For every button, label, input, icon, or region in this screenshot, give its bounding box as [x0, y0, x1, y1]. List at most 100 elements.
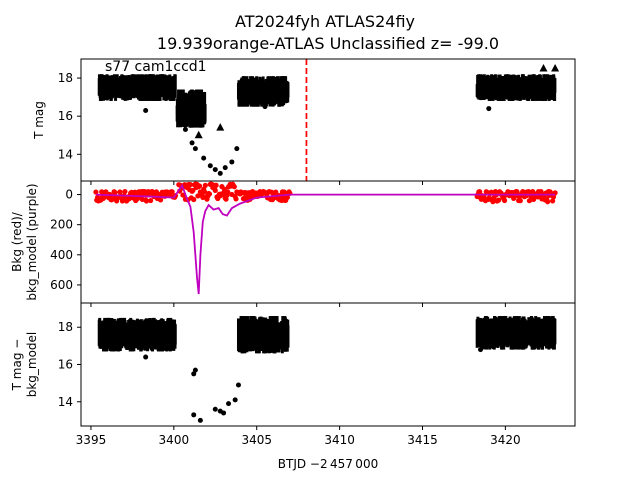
data-point: [226, 401, 232, 407]
background-point: [496, 197, 502, 203]
chart-title-line1: AT2024fyh ATLAS24fiy: [235, 12, 415, 31]
x-tick-label: 3420: [490, 433, 521, 447]
panel-background: 0 200 400 600 Bkg (red)/bkg_model (purple): [10, 180, 576, 307]
data-point: [192, 367, 198, 373]
data-point: [143, 107, 149, 113]
background-point: [100, 195, 106, 202]
background-point: [550, 198, 556, 204]
background-point: [225, 189, 231, 195]
data-layer: [97, 316, 557, 423]
data-point: [192, 146, 198, 152]
y-axis-label-line: T mag: [32, 101, 46, 140]
data-point: [232, 397, 238, 403]
y-axis-label: T mag −bkg_model: [10, 332, 39, 398]
y-axis-label: Bkg (red)/bkg_model (purple): [10, 183, 39, 300]
data-point: [217, 170, 223, 176]
background-point: [202, 182, 208, 188]
data-point: [234, 146, 240, 152]
y-axis-label-line: bkg_model: [25, 332, 39, 398]
point-band-2: [475, 316, 557, 350]
y-axis-label-line: Bkg (red)/: [10, 211, 24, 272]
y-tick-label: 14: [58, 395, 73, 409]
y-tick-label: 600: [50, 278, 73, 292]
background-band-2: [235, 188, 293, 204]
panel-t-mag: 14 16 18 T mag: [32, 58, 576, 185]
background-point: [187, 182, 194, 188]
background-point: [545, 199, 551, 205]
data-point: [197, 417, 203, 423]
y-axis-label: T mag: [32, 101, 46, 140]
background-point: [169, 189, 175, 195]
point-band-0: [97, 74, 177, 101]
background-band-3: [474, 188, 558, 205]
background-point: [281, 189, 287, 195]
x-tick-label: 3395: [76, 433, 107, 447]
point-band-1: [175, 89, 207, 128]
y-tick-label: 400: [50, 248, 73, 262]
background-point: [122, 188, 128, 195]
data-point: [262, 104, 268, 110]
data-point: [235, 382, 241, 388]
background-point: [190, 187, 196, 194]
data-point: [222, 165, 228, 171]
data-point: [207, 163, 213, 169]
data-point: [182, 127, 188, 133]
background-point: [112, 189, 118, 196]
y-tick-label: 16: [58, 358, 73, 372]
model-series-line: [95, 183, 556, 295]
background-point: [157, 197, 164, 203]
data-point: [189, 140, 195, 146]
background-point: [93, 189, 99, 195]
data-point: [478, 347, 484, 353]
panel-t-mag-minus-bkg: 14 16 18 3395 3400 3405 3410 3415 3420 T mag −bkg…: [10, 302, 576, 447]
y-tick-label: 18: [58, 71, 73, 85]
panel-annotation: s77 cam1ccd1: [105, 59, 207, 75]
background-point: [213, 182, 219, 188]
background-point: [148, 197, 154, 204]
data-point: [191, 371, 197, 377]
y-tick-label: 16: [58, 109, 73, 123]
background-point: [117, 189, 123, 195]
y-tick-label: 14: [58, 147, 73, 161]
y-axis-label-line: bkg_model (purple): [25, 183, 39, 300]
upper-limit-marker: [183, 113, 192, 122]
background-point: [231, 184, 237, 190]
y-tick-label: 18: [58, 320, 73, 334]
x-axis-label: BTJD −2 457 000: [278, 457, 378, 471]
data-point: [486, 106, 492, 112]
background-point: [501, 197, 508, 204]
background-point: [212, 187, 218, 193]
y-tick-label: 0: [65, 188, 73, 202]
background-point: [233, 196, 239, 202]
upper-limit-marker: [188, 109, 197, 118]
background-point: [477, 189, 483, 195]
data-point: [221, 410, 227, 416]
background-point: [201, 189, 208, 195]
data-point: [143, 354, 149, 360]
background-point: [517, 198, 523, 204]
point-band-0: [97, 317, 177, 352]
background-point: [191, 196, 197, 203]
point-band-2: [236, 76, 290, 107]
background-point: [206, 191, 213, 197]
data-point: [191, 412, 197, 418]
y-axis-label-line: T mag −: [10, 339, 24, 392]
point-band-1: [236, 316, 290, 354]
data-point: [212, 406, 218, 412]
upper-limit-marker: [539, 64, 548, 72]
data-layer: [97, 59, 560, 181]
upper-limit-marker: [194, 130, 203, 139]
background-point: [196, 183, 203, 189]
chart-title-line2: 19.939orange-ATLAS Unclassified z= -99.0: [157, 34, 499, 53]
x-tick-label: 3410: [324, 433, 355, 447]
x-tick-label: 3405: [241, 433, 272, 447]
data-point: [212, 167, 218, 173]
upper-limit-marker: [551, 64, 560, 72]
x-tick-label: 3415: [407, 433, 438, 447]
data-point: [229, 159, 235, 165]
data-layer: [93, 181, 558, 295]
upper-limit-marker: [216, 123, 225, 131]
background-band-1: [176, 181, 240, 203]
background-point: [143, 198, 150, 204]
